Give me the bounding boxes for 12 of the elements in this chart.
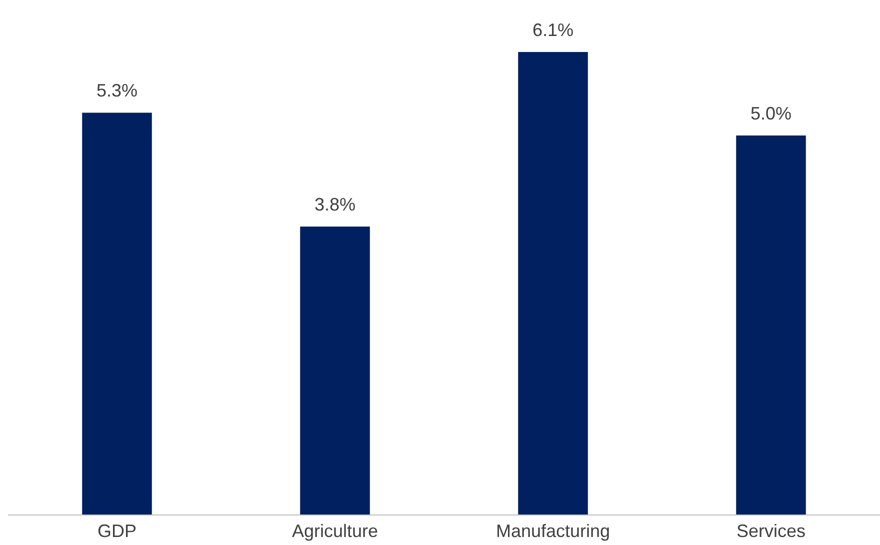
x-tick-label: Agriculture <box>292 521 378 541</box>
bar <box>736 135 806 515</box>
bar <box>82 112 152 515</box>
x-tick-label: GDP <box>97 521 137 541</box>
data-label: 3.8% <box>314 194 356 215</box>
x-tick-label: Services <box>736 521 806 541</box>
bar <box>518 52 588 515</box>
bar <box>300 226 370 515</box>
data-label: 6.1% <box>532 20 574 40</box>
data-label: 5.0% <box>750 103 792 124</box>
x-tick-label: Manufacturing <box>496 521 610 541</box>
data-label: 5.3% <box>96 80 138 101</box>
